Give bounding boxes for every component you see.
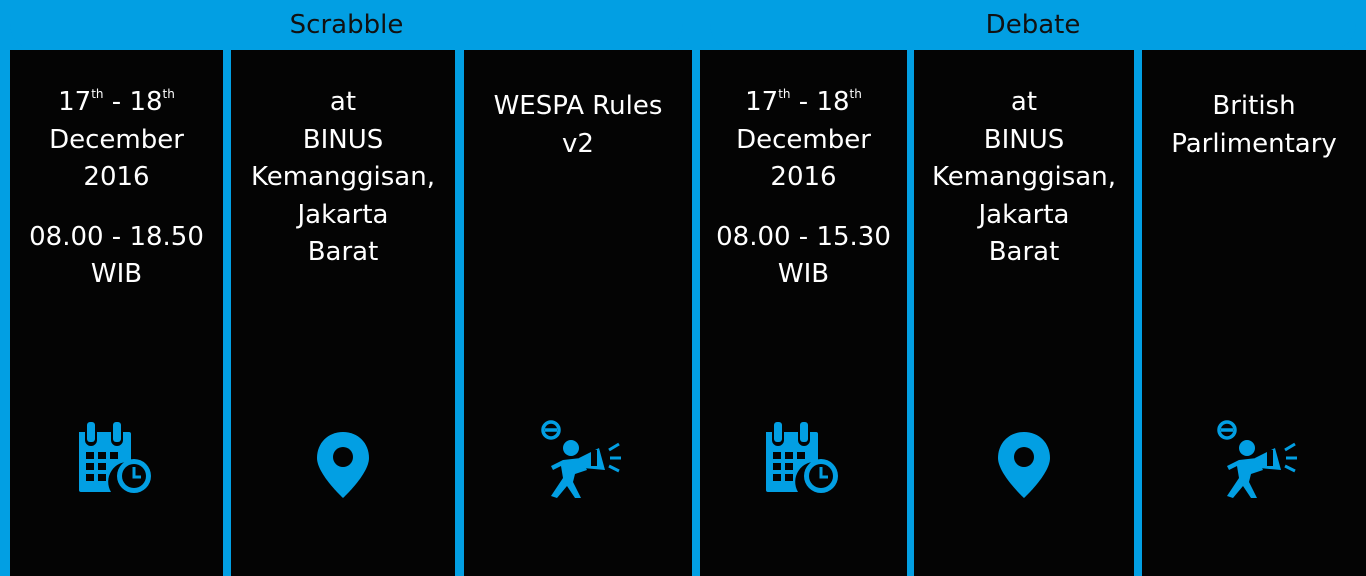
debate-date-range: 17th - 18th [745, 87, 862, 117]
calendar-clock-icon [765, 422, 838, 493]
scrabble-venue-region: Barat [307, 237, 379, 267]
debate-rules-line2: Parlimentary [1171, 128, 1337, 159]
scrabble-date-month: December [49, 124, 184, 155]
scrabble-date-year: 2016 [83, 162, 150, 192]
scrabble-rules-line1: WESPA Rules [493, 91, 663, 121]
scrabble-rules-column: WESPA Rules v2 [464, 50, 692, 576]
debate-date-month: December [736, 124, 871, 155]
debate-date-year: 2016 [770, 162, 837, 192]
debate-rules-column: British Parlimentary [1142, 50, 1366, 576]
debate-panel: Debate 17th - 18th December 2016 08.00 -… [700, 0, 1366, 576]
scrabble-venue-name: BINUS [302, 124, 384, 155]
scrabble-date-range: 17th - 18th [58, 87, 175, 117]
debate-venue-city: Jakarta [978, 199, 1070, 230]
scrabble-timezone: WIB [90, 259, 143, 289]
debate-time: 08.00 - 15.30 [716, 221, 891, 252]
scrabble-venue-area: Kemanggisan, [251, 162, 435, 192]
debate-venue-at: at [1010, 87, 1038, 117]
location-pin-icon [317, 432, 369, 498]
scrabble-title: Scrabble [289, 10, 404, 40]
debate-rules-line1: British [1212, 91, 1296, 121]
scrabble-panel: Scrabble 17th - 18th December 2016 08.00… [10, 0, 692, 576]
megaphone-person-icon [541, 420, 621, 498]
scrabble-header: Scrabble [10, 0, 683, 50]
scrabble-date-column: 17th - 18th December 2016 08.00 - 18.50 … [10, 50, 223, 576]
calendar-clock-icon [78, 422, 151, 493]
scrabble-venue-city: Jakarta [297, 199, 389, 230]
debate-header: Debate [710, 0, 1356, 50]
debate-venue-name: BINUS [983, 124, 1065, 155]
megaphone-person-icon [1217, 420, 1297, 498]
scrabble-time: 08.00 - 18.50 [29, 221, 204, 252]
scrabble-rules-line2: v2 [562, 128, 594, 159]
debate-date-column: 17th - 18th December 2016 08.00 - 15.30 … [700, 50, 907, 576]
debate-venue-column: at BINUS Kemanggisan, Jakarta Barat [914, 50, 1134, 576]
location-pin-icon [998, 432, 1050, 498]
debate-venue-region: Barat [988, 237, 1060, 267]
debate-timezone: WIB [777, 259, 830, 289]
scrabble-venue-at: at [329, 87, 357, 117]
debate-title: Debate [985, 10, 1081, 40]
debate-venue-area: Kemanggisan, [932, 162, 1116, 192]
scrabble-venue-column: at BINUS Kemanggisan, Jakarta Barat [231, 50, 455, 576]
